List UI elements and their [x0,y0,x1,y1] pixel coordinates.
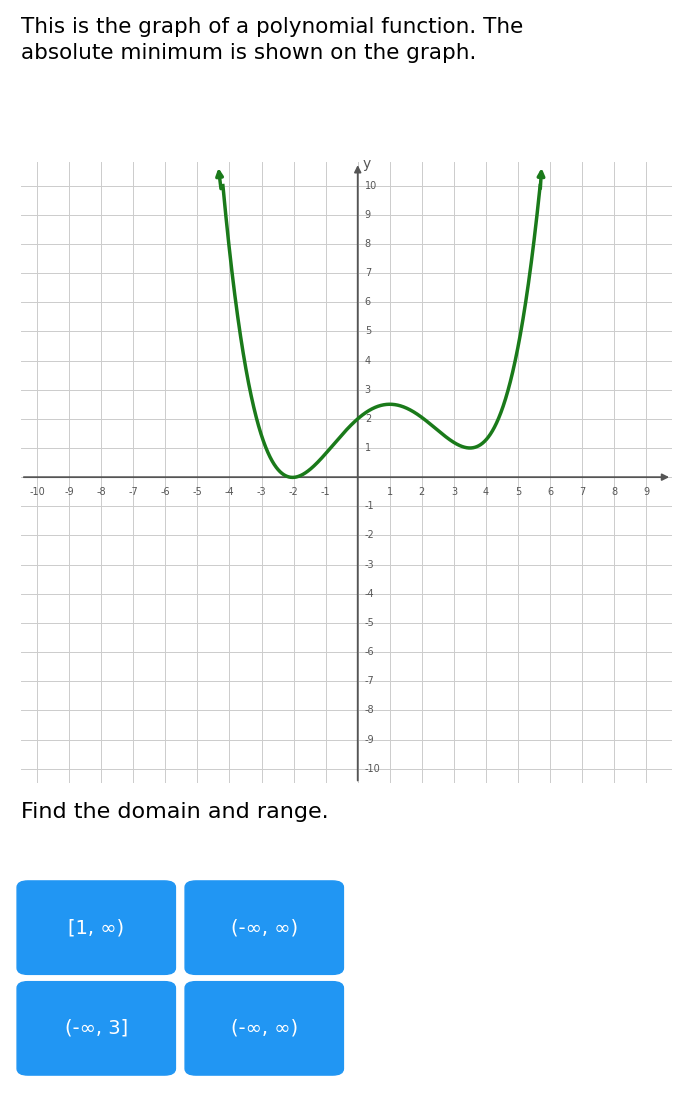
Text: 5: 5 [515,488,522,497]
Text: -2: -2 [365,530,374,540]
Text: -6: -6 [160,488,170,497]
Text: 3: 3 [451,488,457,497]
Text: 9: 9 [365,209,371,219]
Text: 7: 7 [579,488,585,497]
Text: Find the domain and range.: Find the domain and range. [21,802,328,822]
Text: -3: -3 [365,560,374,570]
Text: -8: -8 [365,705,374,715]
Text: -4: -4 [365,589,374,599]
Text: 4: 4 [365,356,371,366]
Text: -9: -9 [64,488,74,497]
Text: -5: -5 [193,488,202,497]
Text: 4: 4 [483,488,489,497]
Text: -8: -8 [97,488,106,497]
Text: -7: -7 [365,676,374,686]
Text: 1: 1 [365,443,371,453]
FancyBboxPatch shape [17,881,176,975]
Text: This is the graph of a polynomial function. The
absolute minimum is shown on the: This is the graph of a polynomial functi… [21,17,524,63]
Text: -10: -10 [365,764,381,773]
Text: [1, ∞): [1, ∞) [68,919,125,937]
Text: -6: -6 [365,647,374,657]
Text: 8: 8 [365,238,371,248]
Text: (-∞, 3]: (-∞, 3] [64,1019,128,1037]
FancyBboxPatch shape [185,881,344,975]
Text: 7: 7 [365,269,371,278]
Text: 2: 2 [365,414,371,424]
Text: (-∞, ∞): (-∞, ∞) [231,919,298,937]
Text: 3: 3 [365,385,371,395]
Text: -5: -5 [365,618,374,628]
Text: -1: -1 [321,488,330,497]
Text: 1: 1 [386,488,393,497]
Text: -2: -2 [288,488,298,497]
Text: y: y [363,157,371,171]
Text: -4: -4 [225,488,235,497]
Text: -1: -1 [365,501,374,511]
Text: 5: 5 [365,327,371,337]
FancyBboxPatch shape [185,981,344,1075]
Text: -9: -9 [365,734,374,744]
Text: (-∞, ∞): (-∞, ∞) [231,1019,298,1037]
FancyBboxPatch shape [17,981,176,1075]
Text: -3: -3 [257,488,266,497]
Text: 6: 6 [547,488,553,497]
Text: 10: 10 [365,180,377,190]
Text: 2: 2 [419,488,425,497]
Text: 6: 6 [365,298,371,308]
Text: 9: 9 [643,488,650,497]
Text: -7: -7 [128,488,138,497]
Text: 8: 8 [611,488,617,497]
Text: -10: -10 [29,488,45,497]
